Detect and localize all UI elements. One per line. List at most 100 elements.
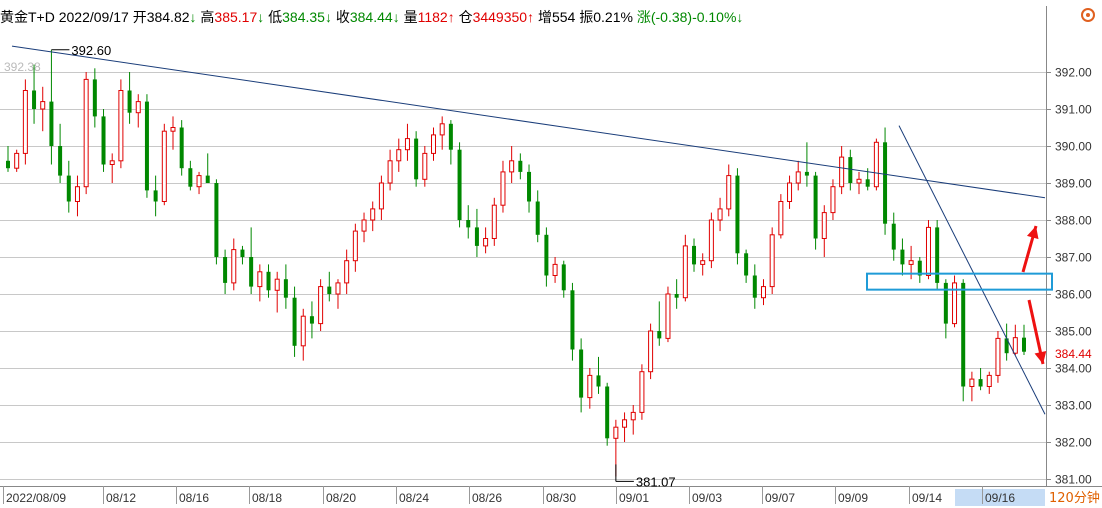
candle-body (49, 101, 54, 146)
arrow-up (1021, 225, 1039, 273)
candle (622, 412, 628, 442)
candle-body (370, 208, 376, 221)
candle (943, 279, 948, 339)
candle-body (127, 90, 132, 113)
candle (335, 279, 341, 309)
candle (995, 331, 1001, 383)
candle (378, 175, 384, 220)
candle-body (205, 175, 210, 183)
candle (292, 286, 297, 357)
candle-body (856, 178, 862, 184)
candle (491, 197, 497, 246)
candle (231, 238, 237, 291)
candle-body (135, 101, 141, 114)
low-arrow: ↓ (324, 9, 332, 25)
candle-body (708, 219, 714, 262)
candle-body (223, 257, 228, 283)
low-value: 384.35 (282, 9, 325, 25)
candle-body (344, 260, 350, 284)
candle (952, 275, 958, 328)
candle (448, 120, 453, 165)
candle (422, 146, 428, 187)
candle-body (873, 141, 879, 188)
candle (127, 72, 132, 124)
min-label: 381.07 (636, 474, 676, 489)
x-tick-label: 09/03 (692, 491, 722, 505)
x-tick-label: 08/18 (252, 491, 282, 505)
candle (935, 220, 940, 291)
candle-body (500, 171, 506, 206)
candle-body (448, 123, 453, 150)
candle-body (561, 264, 566, 291)
candle (570, 282, 575, 361)
candle-body (101, 116, 106, 165)
x-tick-label: 09/01 (619, 491, 649, 505)
candle-body (153, 190, 158, 202)
candle-body (908, 260, 914, 265)
candle (153, 175, 158, 217)
candle (431, 127, 437, 161)
candle (787, 175, 793, 209)
volume-label: 量 (403, 9, 418, 25)
candle-body (266, 271, 271, 291)
trendline-upper (11, 45, 1046, 199)
volume-arrow: ↑ (447, 9, 455, 25)
candle-body (196, 175, 202, 188)
candle-body (865, 179, 870, 187)
candle (518, 153, 523, 180)
gear-icon[interactable] (1080, 7, 1096, 23)
candle-body (378, 182, 384, 210)
period-label: 120分钟 (1049, 490, 1100, 506)
candle (300, 308, 306, 361)
x-tick-label: 2022/08/09 (6, 491, 66, 505)
x-tick-label: 08/12 (106, 491, 136, 505)
candle-body (717, 208, 723, 221)
candle (361, 212, 367, 243)
candle (188, 160, 193, 191)
candle (387, 149, 393, 191)
candle-body (813, 175, 818, 239)
open-value: 384.82 (146, 9, 190, 25)
x-axis: 2022/08/09 08/12 08/16 08/18 08/20 08/24 08/26… (3, 486, 1100, 506)
candle-body (917, 260, 922, 276)
candle (22, 79, 28, 165)
arrow-up-head (1026, 226, 1039, 240)
y-tick-label: 384.00 (1055, 362, 1092, 376)
candle (83, 72, 89, 195)
y-tick-label: 386.00 (1055, 288, 1092, 302)
candle-body (839, 156, 845, 188)
y-tick-label: 383.00 (1055, 399, 1092, 413)
candle-body (821, 212, 827, 240)
candle-body (274, 278, 280, 291)
candle-body (986, 374, 992, 387)
x-tick-label: 09/09 (838, 491, 868, 505)
y-tick-label: 385.00 (1055, 325, 1092, 339)
candle (309, 301, 314, 339)
candle-body (32, 90, 37, 109)
candle-body (249, 257, 254, 287)
candle (240, 245, 245, 265)
candle-body (726, 175, 732, 210)
candle (170, 116, 176, 150)
candle-body (396, 149, 402, 162)
amplitude-value: 0.21% (593, 9, 633, 25)
candle-body (648, 330, 654, 373)
candle-body (58, 146, 63, 176)
candle (795, 160, 801, 191)
candle-body (544, 234, 549, 276)
candle (14, 149, 20, 172)
candle (579, 338, 584, 413)
oi-value: 3449350 (472, 9, 528, 25)
candle (109, 153, 115, 183)
candle (883, 127, 888, 235)
arrow-down (1027, 299, 1047, 365)
candle (500, 160, 506, 213)
y-tick-label: 382.00 (1055, 436, 1092, 450)
low-label: 低 (268, 9, 283, 25)
candle-body (760, 286, 766, 299)
candle-body (83, 78, 89, 188)
candle-body (92, 79, 97, 117)
candle-body (40, 101, 46, 110)
open-arrow: ↓ (189, 9, 197, 25)
candle-body (74, 186, 80, 202)
